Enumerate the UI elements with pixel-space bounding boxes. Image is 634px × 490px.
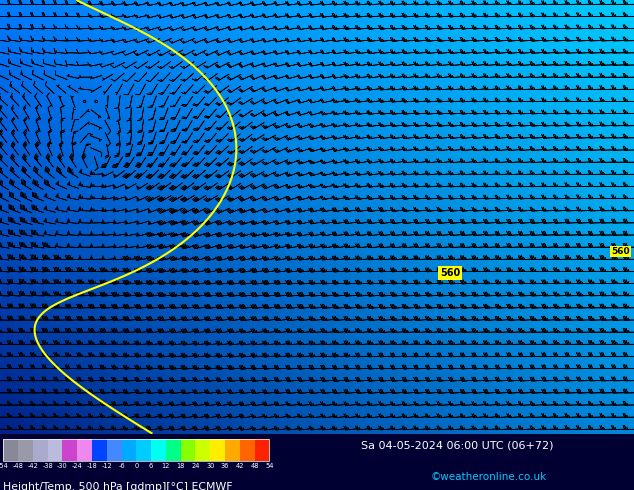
Bar <box>33 439 48 461</box>
Bar <box>195 439 210 461</box>
Bar <box>92 439 107 461</box>
Text: 42: 42 <box>236 463 244 469</box>
Text: 6: 6 <box>149 463 153 469</box>
Text: ©weatheronline.co.uk: ©weatheronline.co.uk <box>431 472 547 482</box>
Text: -30: -30 <box>57 463 68 469</box>
Text: -12: -12 <box>101 463 112 469</box>
Bar <box>255 439 269 461</box>
Text: Sa 04-05-2024 06:00 UTC (06+72): Sa 04-05-2024 06:00 UTC (06+72) <box>361 441 554 450</box>
Bar <box>3 439 269 461</box>
Bar <box>3 439 18 461</box>
Bar <box>225 439 240 461</box>
Text: 560: 560 <box>611 247 630 256</box>
Bar <box>107 439 122 461</box>
Bar <box>181 439 195 461</box>
Text: 24: 24 <box>191 463 200 469</box>
Text: 30: 30 <box>206 463 214 469</box>
Bar <box>166 439 181 461</box>
Bar <box>18 439 33 461</box>
Text: -42: -42 <box>27 463 38 469</box>
Text: 560: 560 <box>440 268 460 278</box>
Bar <box>151 439 166 461</box>
Bar <box>136 439 151 461</box>
Text: -48: -48 <box>13 463 23 469</box>
Bar <box>210 439 225 461</box>
Text: 54: 54 <box>265 463 274 469</box>
Text: Height/Temp. 500 hPa [gdmp][°C] ECMWF: Height/Temp. 500 hPa [gdmp][°C] ECMWF <box>3 482 233 490</box>
Bar <box>77 439 92 461</box>
Text: -18: -18 <box>87 463 97 469</box>
Text: 0: 0 <box>134 463 138 469</box>
Bar <box>240 439 255 461</box>
Text: -54: -54 <box>0 463 9 469</box>
Text: -6: -6 <box>118 463 125 469</box>
Bar <box>62 439 77 461</box>
Text: 12: 12 <box>162 463 170 469</box>
Text: 36: 36 <box>221 463 230 469</box>
Bar <box>48 439 62 461</box>
Text: 48: 48 <box>250 463 259 469</box>
Text: -38: -38 <box>42 463 53 469</box>
Text: 18: 18 <box>176 463 185 469</box>
Bar <box>122 439 136 461</box>
Text: -24: -24 <box>72 463 82 469</box>
